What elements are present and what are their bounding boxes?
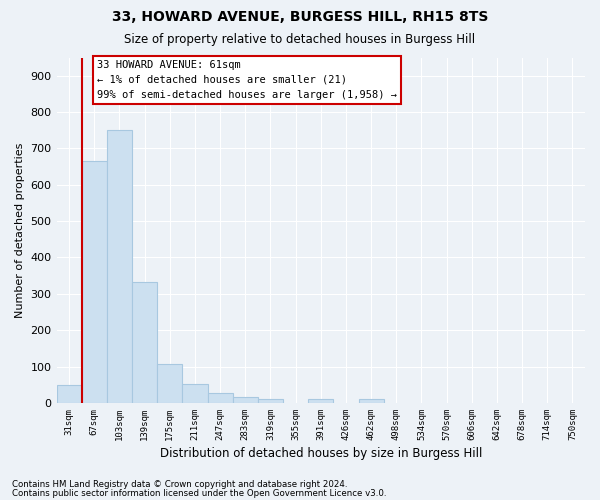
Bar [208, 393, 233, 403]
Text: 33, HOWARD AVENUE, BURGESS HILL, RH15 8TS: 33, HOWARD AVENUE, BURGESS HILL, RH15 8T… [112, 10, 488, 24]
Bar [359, 400, 383, 403]
Text: Contains public sector information licensed under the Open Government Licence v3: Contains public sector information licen… [12, 488, 386, 498]
Text: 33 HOWARD AVENUE: 61sqm
← 1% of detached houses are smaller (21)
99% of semi-det: 33 HOWARD AVENUE: 61sqm ← 1% of detached… [97, 60, 397, 100]
Bar [132, 282, 157, 403]
Bar [107, 130, 132, 403]
Text: Size of property relative to detached houses in Burgess Hill: Size of property relative to detached ho… [124, 32, 476, 46]
X-axis label: Distribution of detached houses by size in Burgess Hill: Distribution of detached houses by size … [160, 447, 482, 460]
Text: Contains HM Land Registry data © Crown copyright and database right 2024.: Contains HM Land Registry data © Crown c… [12, 480, 347, 489]
Bar [258, 398, 283, 403]
Bar [182, 384, 208, 403]
Y-axis label: Number of detached properties: Number of detached properties [15, 142, 25, 318]
Bar [233, 397, 258, 403]
Bar [308, 400, 334, 403]
Bar [56, 385, 82, 403]
Bar [157, 364, 182, 403]
Bar [82, 161, 107, 403]
